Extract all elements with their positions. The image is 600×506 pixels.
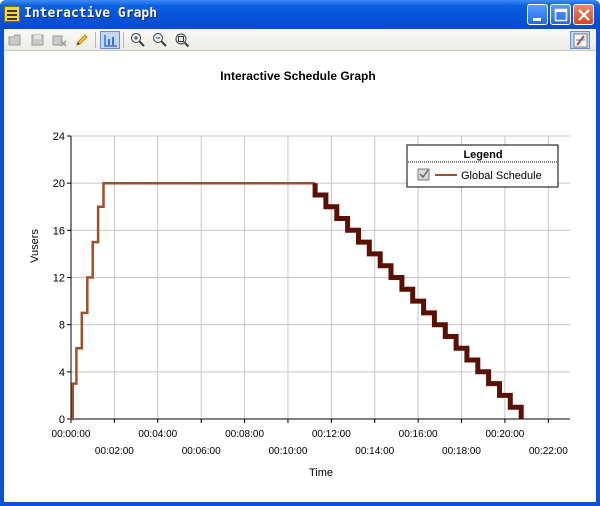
zoom-in-button[interactable] [128, 31, 148, 49]
y-tick-label: 0 [59, 414, 65, 426]
series-line-ramp-up[interactable] [71, 181, 316, 421]
zoom-in-icon [131, 33, 145, 47]
y-tick-label: 4 [59, 367, 65, 379]
minimize-icon [533, 18, 541, 21]
legend-entry-global-schedule: Global Schedule [461, 170, 542, 182]
x-tick-label: 00:14:00 [355, 446, 394, 457]
checkmark-icon [419, 169, 429, 179]
y-tick-label: 24 [53, 131, 65, 143]
x-tick-label: 00:06:00 [182, 446, 221, 457]
x-axis-ticks: 00:00:00 00:04:00 00:08:00 00:12:00 00:16:00… [52, 429, 569, 457]
x-tick-label: 00:12:00 [312, 429, 351, 440]
x-tick-label: 00:22:00 [529, 446, 568, 457]
window-title: Interactive Graph [24, 6, 158, 21]
x-tick-label: 00:18:00 [442, 446, 481, 457]
save-icon [31, 34, 44, 46]
x-tick-label: 00:02:00 [95, 446, 134, 457]
y-tick-label: 16 [53, 225, 65, 237]
close-icon [578, 9, 590, 21]
maximize-button[interactable] [550, 4, 571, 25]
legend-title: Legend [463, 149, 502, 161]
y-tick-label: 8 [59, 320, 65, 332]
legend[interactable]: Legend Global Schedule [406, 144, 559, 188]
app-icon [4, 6, 20, 22]
chart-panel: Interactive Schedule Graph 0 4 8 12 16 20 24 0… [4, 52, 596, 502]
x-axis-label: Time [309, 467, 333, 479]
chart-axes [67, 135, 570, 423]
client-area: Interactive Schedule Graph 0 4 8 12 16 20 24 0… [4, 29, 596, 502]
maximize-icon [554, 8, 568, 22]
x-tick-label: 00:00:00 [52, 429, 91, 440]
save-button[interactable] [28, 31, 48, 49]
open-button[interactable] [6, 31, 26, 49]
title-bar[interactable]: Interactive Graph [0, 0, 600, 29]
zoom-reset-button[interactable] [172, 31, 192, 49]
x-tick-label: 00:08:00 [225, 429, 264, 440]
x-tick-label: 00:10:00 [268, 446, 307, 457]
open-icon [8, 34, 21, 46]
legend-checkbox[interactable] [417, 168, 430, 181]
delete-button[interactable] [50, 31, 70, 49]
pin-icon [573, 33, 588, 48]
zoom-out-icon [153, 33, 167, 47]
delete-icon [52, 35, 67, 47]
chart-view-icon [104, 35, 117, 47]
close-button[interactable] [573, 4, 594, 25]
y-axis-ticks: 0 4 8 12 16 20 24 [53, 131, 65, 426]
chart-title: Interactive Schedule Graph [220, 69, 375, 83]
chart-view-button[interactable] [100, 31, 120, 49]
x-tick-label: 00:04:00 [138, 429, 177, 440]
x-tick-label: 00:20:00 [485, 429, 524, 440]
minimize-button[interactable] [527, 4, 548, 25]
window-frame-bottom [0, 502, 600, 506]
y-tick-label: 20 [53, 178, 65, 190]
series-line-ramp-down[interactable] [312, 183, 524, 419]
schedule-chart[interactable]: Interactive Schedule Graph 0 4 8 12 16 20 24 0… [4, 52, 596, 502]
edit-pencil-icon [76, 34, 88, 46]
y-axis-label: Vusers [29, 229, 41, 263]
toolbar-separator [95, 32, 96, 48]
toolbar [4, 29, 596, 51]
y-tick-label: 12 [53, 273, 65, 285]
zoom-out-button[interactable] [150, 31, 170, 49]
edit-button[interactable] [72, 31, 92, 49]
toolbar-separator [123, 32, 124, 48]
zoom-reset-icon [175, 33, 190, 48]
x-tick-label: 00:16:00 [399, 429, 438, 440]
pin-button[interactable] [570, 31, 590, 49]
